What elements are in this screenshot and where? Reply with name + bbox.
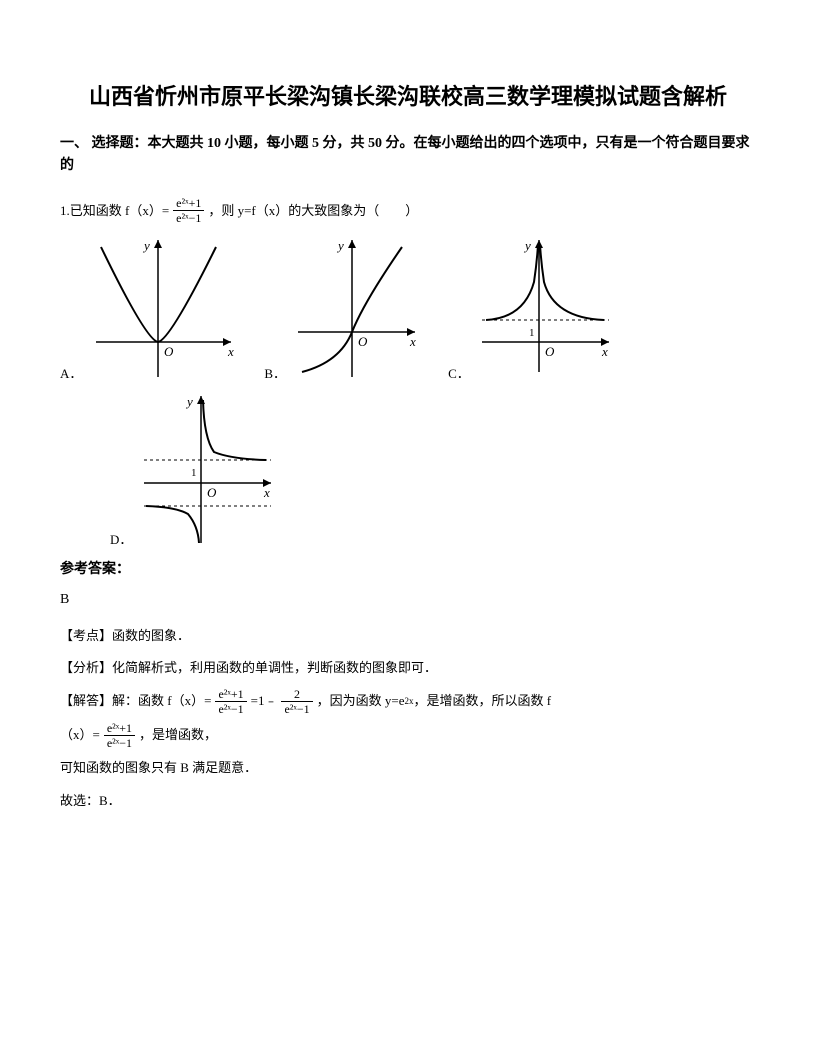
question-fraction: e²ˣ+1 e²ˣ−1 bbox=[173, 196, 204, 226]
point-line: 【考点】 函数的图象． bbox=[60, 622, 756, 651]
svg-text:x: x bbox=[227, 344, 234, 359]
answer-heading: 参考答案： bbox=[60, 558, 756, 578]
option-a: A． x y O bbox=[60, 232, 236, 382]
graph-d: x y O 1 bbox=[136, 388, 276, 548]
answer-letter: B bbox=[60, 592, 756, 608]
option-d-label: D． bbox=[110, 529, 132, 548]
svg-text:x: x bbox=[601, 344, 608, 359]
solve-frac1: e²ˣ+1 e²ˣ−1 bbox=[215, 687, 246, 717]
question-number: 1. bbox=[60, 199, 70, 222]
option-c-label: C． bbox=[448, 363, 470, 382]
svg-text:y: y bbox=[523, 238, 531, 253]
solve-line2-suffix: ，是增函数， bbox=[139, 721, 217, 750]
solve-frac2: 2 e²ˣ−1 bbox=[281, 687, 312, 717]
svg-text:x: x bbox=[263, 485, 270, 500]
solve-mid2: ，因为函数 y=e bbox=[317, 687, 405, 716]
svg-text:O: O bbox=[207, 485, 217, 500]
svg-text:O: O bbox=[164, 344, 174, 359]
analysis-text: 化简解析式，利用函数的单调性，判断函数的图象即可． bbox=[112, 654, 437, 683]
question-prefix: 已知函数 f（x）= bbox=[70, 199, 169, 222]
solve-line2-prefix: （x）= bbox=[60, 721, 100, 750]
svg-text:1: 1 bbox=[529, 327, 535, 339]
option-a-label: A． bbox=[60, 363, 82, 382]
svg-text:O: O bbox=[358, 334, 368, 349]
graph-a: x y O bbox=[86, 232, 236, 382]
svg-text:O: O bbox=[545, 344, 555, 359]
section-heading: 一、 选择题：本大题共 10 小题，每小题 5 分，共 50 分。在每小题给出的… bbox=[60, 133, 756, 178]
solve-mid1: =1﹣ bbox=[251, 687, 278, 716]
page-title: 山西省忻州市原平长梁沟镇长梁沟联校高三数学理模拟试题含解析 bbox=[60, 80, 756, 113]
svg-text:y: y bbox=[336, 238, 344, 253]
option-c: C． x y O 1 bbox=[448, 232, 614, 382]
option-b: B． x y O bbox=[264, 232, 420, 382]
option-b-label: B． bbox=[264, 363, 286, 382]
options-row-1: A． x y O B． x y O C． bbox=[60, 232, 756, 382]
question-1: 1. 已知函数 f（x）= e²ˣ+1 e²ˣ−1 ，则 y=f（x）的大致图象… bbox=[60, 196, 756, 226]
conclusion-1: 可知函数的图象只有 B 满足题意． bbox=[60, 754, 756, 783]
option-d-row: D． x y O 1 bbox=[110, 388, 756, 548]
solve-label: 【解答】 bbox=[60, 687, 112, 716]
graph-b: x y O bbox=[290, 232, 420, 382]
svg-text:1: 1 bbox=[191, 467, 197, 479]
solve-line-2: （x）= e²ˣ+1 e²ˣ−1 ，是增函数， bbox=[60, 721, 756, 751]
conclusion-2: 故选：B． bbox=[60, 787, 756, 816]
svg-text:y: y bbox=[185, 394, 193, 409]
point-text: 函数的图象． bbox=[112, 622, 190, 651]
analysis-label: 【分析】 bbox=[60, 654, 112, 683]
point-label: 【考点】 bbox=[60, 622, 112, 651]
solve-exp: 2x bbox=[404, 692, 413, 712]
solve-mid3: ，是增函数，所以函数 f bbox=[413, 687, 551, 716]
solve-prefix: 解：函数 f（x）= bbox=[112, 687, 211, 716]
solve-frac3: e²ˣ+1 e²ˣ−1 bbox=[104, 721, 135, 751]
solve-line-1: 【解答】 解：函数 f（x）= e²ˣ+1 e²ˣ−1 =1﹣ 2 e²ˣ−1 … bbox=[60, 687, 756, 717]
graph-c: x y O 1 bbox=[474, 232, 614, 382]
svg-text:x: x bbox=[409, 334, 416, 349]
analysis-line: 【分析】 化简解析式，利用函数的单调性，判断函数的图象即可． bbox=[60, 654, 756, 683]
svg-text:y: y bbox=[142, 238, 150, 253]
question-suffix: ，则 y=f（x）的大致图象为（ ） bbox=[208, 199, 418, 222]
